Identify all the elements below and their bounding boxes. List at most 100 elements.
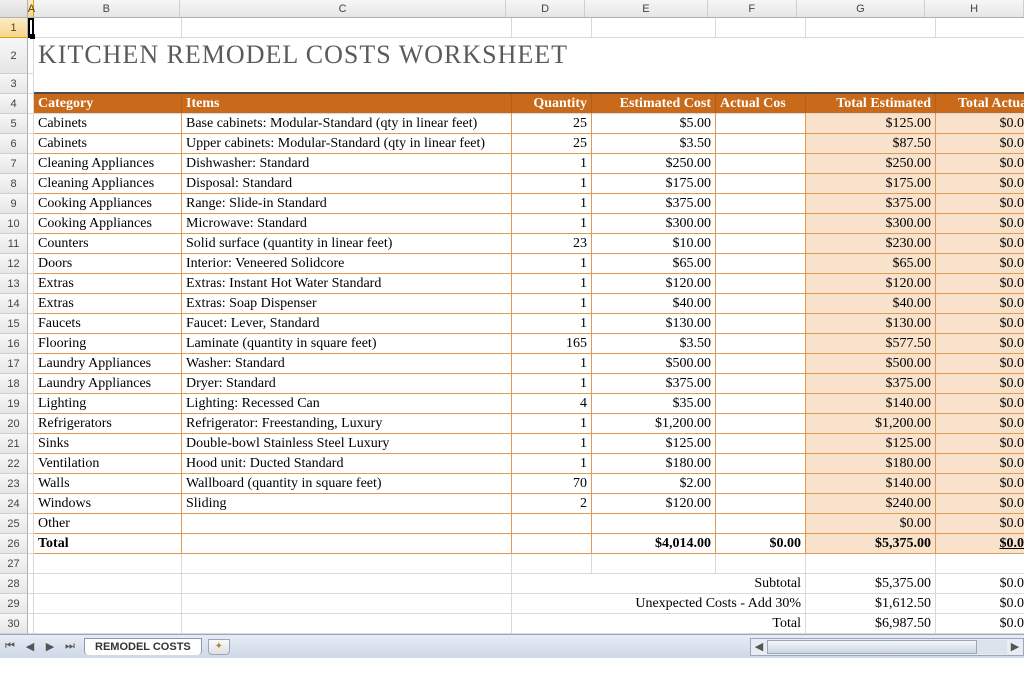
cell-actual[interactable] [716,354,806,374]
row-header[interactable]: 10 [0,214,28,234]
cell-total-estimated[interactable]: $300.00 [806,214,936,234]
cell-item[interactable]: Extras: Soap Dispenser [182,294,512,314]
cell-item[interactable]: Dryer: Standard [182,374,512,394]
cell-total-estimated[interactable]: $230.00 [806,234,936,254]
cell[interactable] [34,614,182,634]
cell-actual[interactable] [716,194,806,214]
cell-estimated[interactable]: $35.00 [592,394,716,414]
cell-item[interactable]: Hood unit: Ducted Standard [182,454,512,474]
cell-item[interactable]: Double-bowl Stainless Steel Luxury [182,434,512,454]
row-header[interactable]: 7 [0,154,28,174]
cell-estimated[interactable]: $300.00 [592,214,716,234]
col-header-C[interactable]: C [180,0,506,17]
summary-label[interactable]: Total [512,614,806,634]
cell-actual[interactable] [716,174,806,194]
cell-item[interactable]: Washer: Standard [182,354,512,374]
cell-total-estimated[interactable]: $375.00 [806,194,936,214]
row-header[interactable]: 13 [0,274,28,294]
cell-total-actual[interactable]: $0.00 [936,134,1024,154]
summary-value-act[interactable]: $0.00 [936,594,1024,614]
row-header[interactable]: 28 [0,574,28,594]
cell-estimated[interactable]: $130.00 [592,314,716,334]
cell[interactable] [716,18,806,38]
cell-total-estimated[interactable]: $130.00 [806,314,936,334]
cell-item[interactable]: Lighting: Recessed Can [182,394,512,414]
cell-total-actual[interactable]: $0.00 [936,474,1024,494]
cell-total-estimated[interactable]: $140.00 [806,474,936,494]
cell-item[interactable]: Extras: Instant Hot Water Standard [182,274,512,294]
cell-category[interactable]: Counters [34,234,182,254]
total-total-estimated[interactable]: $5,375.00 [806,534,936,554]
cell-item[interactable]: Range: Slide-in Standard [182,194,512,214]
total-label[interactable]: Total [34,534,182,554]
th-total-actual[interactable]: Total Actual [936,94,1024,114]
summary-value-act[interactable]: $0.00 [936,614,1024,634]
cell-total-actual[interactable]: $0.00 [936,354,1024,374]
cell[interactable] [512,534,592,554]
cell[interactable] [592,18,716,38]
cell-qty[interactable]: 1 [512,254,592,274]
row-header[interactable]: 3 [0,74,28,94]
cell-estimated[interactable]: $250.00 [592,154,716,174]
cell-total-actual[interactable]: $0.00 [936,334,1024,354]
cell-actual[interactable] [716,314,806,334]
cell-estimated[interactable]: $120.00 [592,274,716,294]
tab-nav-last-icon[interactable]: ⏭ [61,638,79,656]
th-quantity[interactable]: Quantity [512,94,592,114]
row-header[interactable]: 2 [0,38,28,74]
cell-category[interactable]: Cooking Appliances [34,194,182,214]
cell-category[interactable]: Sinks [34,434,182,454]
row-header[interactable]: 4 [0,94,28,114]
cell[interactable] [806,18,936,38]
summary-value-est[interactable]: $1,612.50 [806,594,936,614]
cell[interactable] [34,594,182,614]
summary-value-est[interactable]: $5,375.00 [806,574,936,594]
cell-actual[interactable] [716,154,806,174]
cell-total-actual[interactable]: $0.00 [936,514,1024,534]
select-all-corner[interactable] [0,0,28,17]
col-header-B[interactable]: B [34,0,180,17]
row-header[interactable]: 8 [0,174,28,194]
row-header[interactable]: 26 [0,534,28,554]
cell[interactable] [34,554,182,574]
cell-total-estimated[interactable]: $87.50 [806,134,936,154]
cell[interactable] [182,614,512,634]
col-header-D[interactable]: D [506,0,585,17]
cell-category[interactable]: Extras [34,274,182,294]
cell[interactable] [936,554,1024,574]
cell-actual[interactable] [716,374,806,394]
cell-total-actual[interactable]: $0.00 [936,294,1024,314]
total-actual[interactable]: $0.00 [716,534,806,554]
col-header-F[interactable]: F [708,0,797,17]
cell-qty[interactable]: 1 [512,454,592,474]
cell-category[interactable]: Laundry Appliances [34,374,182,394]
row-header[interactable]: 18 [0,374,28,394]
cell-total-estimated[interactable]: $1,200.00 [806,414,936,434]
cell-category[interactable]: Faucets [34,314,182,334]
cell[interactable] [182,18,512,38]
cell-total-estimated[interactable]: $500.00 [806,354,936,374]
scroll-thumb[interactable] [767,640,977,654]
cell-item[interactable]: Faucet: Lever, Standard [182,314,512,334]
col-header-G[interactable]: G [797,0,925,17]
cell-estimated[interactable]: $375.00 [592,194,716,214]
cell-qty[interactable]: 1 [512,354,592,374]
cell-total-actual[interactable]: $0.00 [936,454,1024,474]
cell[interactable] [512,554,592,574]
summary-value-est[interactable]: $6,987.50 [806,614,936,634]
cell-actual[interactable] [716,114,806,134]
sheet-tab[interactable]: REMODEL COSTS [84,638,202,655]
row-header[interactable]: 6 [0,134,28,154]
cell-estimated[interactable]: $1,200.00 [592,414,716,434]
cell-actual[interactable] [716,134,806,154]
cell-qty[interactable]: 25 [512,114,592,134]
cell-actual[interactable] [716,514,806,534]
scroll-left-icon[interactable]: ◀ [751,640,767,653]
row-header[interactable]: 30 [0,614,28,634]
cell-total-estimated[interactable]: $140.00 [806,394,936,414]
cell-total-estimated[interactable]: $250.00 [806,154,936,174]
horizontal-scrollbar[interactable]: ◀ ▶ [750,638,1024,656]
row-header[interactable]: 15 [0,314,28,334]
cell[interactable] [936,18,1024,38]
cell-qty[interactable]: 2 [512,494,592,514]
